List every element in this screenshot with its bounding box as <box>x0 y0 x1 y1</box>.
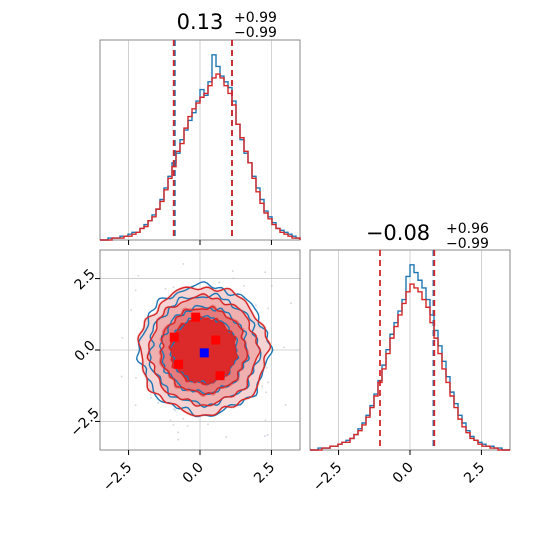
title-y-median: −0.08 <box>366 221 430 245</box>
title-x-plus: +0.99 <box>234 10 277 26</box>
sample-point-marker <box>191 312 201 322</box>
scatter-sample <box>120 375 123 378</box>
scatter-sample <box>231 270 234 272</box>
contour-series-b <box>137 286 272 417</box>
scatter-sample <box>172 286 175 288</box>
sample-point-marker <box>169 332 179 342</box>
y-tick-label: 0.0 <box>72 338 99 365</box>
x-tick-label: −2.5 <box>100 460 135 495</box>
scatter-sample <box>164 287 167 290</box>
scatter-sample <box>264 435 266 437</box>
scatter-sample <box>207 423 209 426</box>
joint-contour-panel: −2.5 0.0 2.5 −2.5 0.0 2.5 <box>67 232 343 495</box>
scatter-sample <box>264 419 267 422</box>
title-y: −0.08 <box>366 221 430 245</box>
scatter-sample <box>232 277 235 280</box>
title-x-minus: −0.99 <box>234 25 277 41</box>
title-x: 0.13 <box>177 10 224 34</box>
title-y-minus: −0.99 <box>446 236 489 252</box>
x-tick-label: 0.0 <box>390 460 417 487</box>
scatter-sample <box>266 367 268 369</box>
x-tick-label: 0.0 <box>180 460 207 487</box>
scatter-sample <box>177 438 180 441</box>
scatter-sample <box>169 419 172 422</box>
scatter-sample <box>341 337 343 339</box>
scatter-sample <box>177 431 179 434</box>
title-x-median: 0.13 <box>177 10 224 34</box>
scatter-sample <box>225 436 228 438</box>
title-y-plus: +0.96 <box>446 221 489 237</box>
scatter-sample <box>186 425 189 427</box>
sample-point-marker <box>215 371 225 381</box>
scatter-sample <box>212 241 214 243</box>
scatter-sample <box>128 247 130 249</box>
scatter-sample <box>183 232 185 234</box>
scatter-sample <box>150 397 152 399</box>
marginal-histogram-x: 0.13 +0.99 −0.99 <box>99 10 301 245</box>
x-tick-label: 2.5 <box>251 460 278 487</box>
scatter-sample <box>173 408 175 411</box>
scatter-sample <box>261 385 263 388</box>
scatter-sample <box>137 274 140 277</box>
scatter-sample <box>290 302 292 305</box>
scatter-sample <box>243 285 245 287</box>
scatter-sample <box>267 307 269 310</box>
scatter-sample <box>182 417 185 420</box>
density-contours <box>135 281 274 418</box>
scatter-sample <box>172 424 175 426</box>
x-tick-label: 2.5 <box>461 460 488 487</box>
scatter-sample <box>270 284 273 287</box>
y-tick-label: −2.5 <box>67 405 102 440</box>
scatter-sample <box>149 393 152 396</box>
scatter-sample <box>284 404 287 406</box>
scatter-sample <box>218 281 221 284</box>
y-tick-label: 2.5 <box>72 266 99 293</box>
truth-point-marker <box>199 348 209 358</box>
scatter-sample <box>266 434 269 436</box>
sample-points <box>169 312 225 381</box>
x-tick-label: −2.5 <box>310 460 345 495</box>
scatter-sample <box>135 377 137 379</box>
scatter-sample <box>157 402 160 404</box>
contour-series-b <box>146 293 261 407</box>
scatter-sample <box>174 409 177 412</box>
histogram-series-2 <box>310 283 510 451</box>
scatter-sample <box>283 346 285 349</box>
scatter-sample <box>267 381 269 384</box>
sample-point-marker <box>211 335 221 345</box>
scatter-sample <box>134 404 137 407</box>
scatter-sample <box>130 309 132 311</box>
marginal-histogram-y: −2.5 0.0 2.5 −0.08 +0.96 −0.99 <box>309 221 511 495</box>
scatter-sample <box>121 337 124 339</box>
sample-point-marker <box>174 359 184 369</box>
scatter-sample <box>182 263 185 265</box>
scatter-sample <box>264 271 267 274</box>
contour-series-b <box>159 306 248 396</box>
scatter-sample <box>134 289 137 292</box>
scatter-sample <box>255 304 257 307</box>
histogram-series-2 <box>100 73 301 241</box>
scatter-sample <box>265 391 267 394</box>
